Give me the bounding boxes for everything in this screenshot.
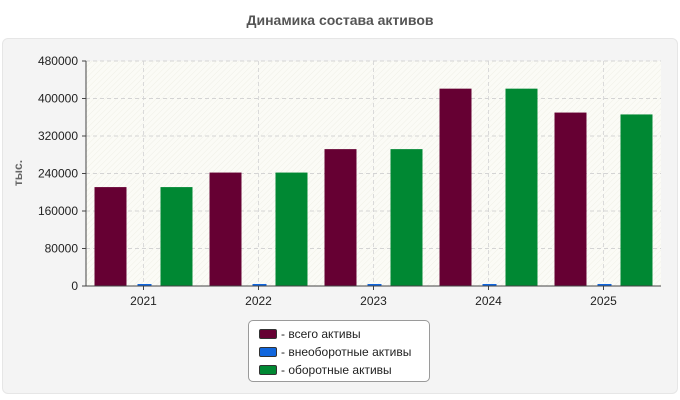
- legend-item-current: - оборотные активы: [259, 361, 429, 379]
- bar-current: [620, 114, 653, 286]
- legend-label-current: - оборотные активы: [281, 363, 392, 377]
- legend: - всего активы - внеоборотные активы - о…: [248, 320, 430, 382]
- bar-total: [439, 88, 472, 286]
- legend-item-total: - всего активы: [259, 325, 429, 343]
- bar-current: [505, 88, 538, 286]
- y-tick-label: 160000: [38, 204, 78, 218]
- legend-label-total: - всего активы: [281, 327, 361, 341]
- legend-swatch-current: [259, 365, 277, 375]
- x-tick-label: 2023: [360, 294, 387, 308]
- bar-noncurrent: [367, 284, 382, 286]
- y-tick-label: 400000: [38, 92, 78, 106]
- bar-current: [390, 149, 423, 286]
- bars: [94, 88, 653, 286]
- y-tick-label: 80000: [45, 242, 79, 256]
- y-tick-label: 320000: [38, 129, 78, 143]
- bar-total: [324, 149, 357, 286]
- bar-total: [554, 112, 587, 286]
- y-tick-label: 0: [71, 279, 78, 293]
- bar-current: [160, 187, 193, 286]
- x-tick-label: 2025: [590, 294, 617, 308]
- x-tick-label: 2024: [475, 294, 502, 308]
- bar-current: [275, 172, 308, 286]
- legend-swatch-noncurrent: [259, 347, 277, 357]
- legend-swatch-total: [259, 329, 277, 339]
- x-tick-label: 2021: [130, 294, 157, 308]
- bar-noncurrent: [137, 284, 152, 286]
- y-tick-label: 480000: [38, 54, 78, 68]
- bar-total: [209, 172, 242, 286]
- axes: 0 80000 160000 240000 320000 400000 480000 2021…: [38, 54, 661, 308]
- chart-title: Динамика состава активов: [246, 12, 434, 28]
- y-axis-label: тыс.: [11, 160, 25, 186]
- y-tick-label: 240000: [38, 167, 78, 181]
- bar-noncurrent: [252, 284, 267, 286]
- legend-label-noncurrent: - внеоборотные активы: [281, 345, 412, 359]
- bar-noncurrent: [482, 284, 497, 286]
- bar-total: [94, 187, 127, 286]
- bar-noncurrent: [597, 284, 612, 286]
- legend-item-noncurrent: - внеоборотные активы: [259, 343, 429, 361]
- x-tick-label: 2022: [245, 294, 272, 308]
